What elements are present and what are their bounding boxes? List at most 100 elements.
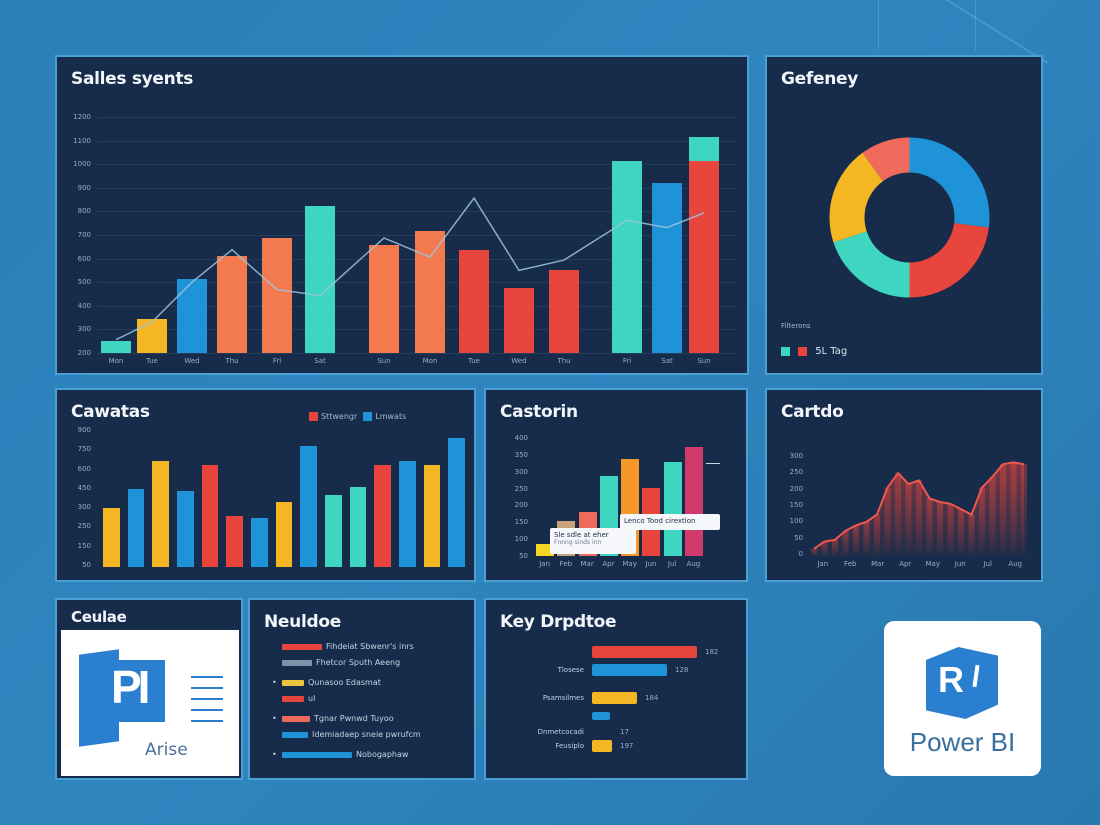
note-swatch xyxy=(282,731,308,738)
overview-panel[interactable]: Ceulae PI Arise xyxy=(55,598,243,780)
y-tick-label: 700 xyxy=(77,231,91,239)
note-item: • Nobogaphaw xyxy=(272,750,408,759)
x-tick-label: Mar xyxy=(871,560,885,568)
background-line xyxy=(878,0,879,50)
bullet: • xyxy=(272,750,277,759)
comparison-bar[interactable] xyxy=(349,486,367,567)
x-tick-label: Sun xyxy=(377,357,391,365)
donut-legend[interactable]: 5L Tag xyxy=(781,341,853,360)
sales-bar[interactable] xyxy=(369,245,399,353)
overview-card: PI Arise xyxy=(61,630,239,776)
sales-bar[interactable] xyxy=(305,205,335,353)
x-tick-label: Jan xyxy=(539,560,551,568)
comparison-bar[interactable] xyxy=(201,465,219,567)
sales-bar-cap[interactable] xyxy=(689,137,719,162)
panel-title: Neuldoe xyxy=(264,612,341,632)
power-bi-logo-letter: R xyxy=(938,659,964,700)
y-tick-label: 900 xyxy=(77,183,91,192)
y-tick-label: 300 xyxy=(789,452,803,460)
notes-panel[interactable]: Neuldoe Fihdeiat Sbwenr's inrs Fhetcor Sp… xyxy=(248,598,476,780)
castorin-bar[interactable] xyxy=(684,446,703,556)
power-bi-name: Power BI xyxy=(909,727,1016,757)
driver-bar[interactable] xyxy=(592,740,612,752)
legend-swatch-red xyxy=(798,347,808,356)
note-item: Idemiadaep sneie pwrufcm xyxy=(272,730,421,739)
comparison-bar[interactable] xyxy=(152,461,170,567)
note-item: • Qunasoo Edasmat xyxy=(272,678,381,687)
legend-label: 5L Tag xyxy=(815,346,848,357)
category-donut-panel[interactable]: Gefeney Filterons 5L Tag xyxy=(765,55,1043,375)
donut-segment[interactable] xyxy=(909,137,990,228)
sales-bar[interactable] xyxy=(415,230,445,353)
comparison-bar[interactable] xyxy=(448,437,466,567)
y-tick-label: 150 xyxy=(77,541,91,550)
comparison-bar[interactable] xyxy=(374,465,392,567)
y-tick-label: 300 xyxy=(77,325,91,334)
trend-area-chart[interactable] xyxy=(809,438,1029,556)
comparison-bar[interactable] xyxy=(275,502,293,567)
comparison-bar[interactable] xyxy=(177,490,194,567)
comparison-bar[interactable] xyxy=(325,494,342,567)
legend-swatch xyxy=(309,412,318,421)
y-tick-label: 900 xyxy=(77,426,91,434)
trend-area-panel[interactable]: Cartdo 300 250 200 150 100 50 0 Jan Feb Mar Apr Ma… xyxy=(765,388,1043,582)
sales-bar[interactable] xyxy=(652,183,682,353)
sales-bar[interactable] xyxy=(101,341,131,353)
castorin-bar[interactable] xyxy=(663,461,682,556)
x-tick-label: Sun xyxy=(697,357,711,365)
y-tick-label: 600 xyxy=(77,254,91,263)
note-text: Idemiadaep sneie pwrufcm xyxy=(312,730,421,739)
driver-bar[interactable] xyxy=(592,692,637,704)
castorin-panel[interactable]: Castorin 400 350 300 250 200 150 100 50 Lenco T… xyxy=(484,388,748,582)
comparison-bar[interactable] xyxy=(251,518,268,567)
sales-bar[interactable] xyxy=(504,288,534,353)
y-tick-label: 400 xyxy=(514,434,528,442)
comparison-bar[interactable] xyxy=(127,488,145,567)
x-tick-label: May xyxy=(622,560,637,568)
power-bi-logo-tile[interactable]: R Power BI xyxy=(884,621,1041,776)
sales-bar[interactable] xyxy=(549,270,579,353)
panel-title: Cawatas xyxy=(71,402,150,422)
sales-bar-chart[interactable] xyxy=(97,117,737,353)
sales-bar[interactable] xyxy=(137,319,167,353)
driver-value: 184 xyxy=(645,694,659,702)
donut-segment[interactable] xyxy=(862,137,910,182)
legend-label: Sttwengr xyxy=(321,412,358,421)
note-text: ul xyxy=(308,694,316,703)
comparison-bar-chart[interactable] xyxy=(97,430,467,567)
panel-title: Ceulae xyxy=(71,608,127,626)
target-marker xyxy=(706,463,720,464)
note-item: • Tgnar Pwnwd Tuyoo xyxy=(272,714,394,723)
sales-bar[interactable] xyxy=(612,161,642,353)
sales-bar[interactable] xyxy=(262,237,292,353)
driver-bar[interactable] xyxy=(592,712,610,720)
comparison-bar[interactable] xyxy=(226,516,244,567)
sales-trends-panel[interactable]: Salles syents 1200 1100 1000 900 800 700 600 50… xyxy=(55,55,749,375)
driver-bar[interactable] xyxy=(592,646,697,658)
key-drivers-panel[interactable]: Key Drpdtoe 182 Tlosese 128 Psamsilmes 184 Dn… xyxy=(484,598,748,780)
overview-caption: Arise xyxy=(145,740,188,760)
comparison-bar[interactable] xyxy=(300,445,318,567)
y-tick-label: 50 xyxy=(519,552,528,560)
sales-bar[interactable] xyxy=(689,137,719,353)
comparison-bar[interactable] xyxy=(103,508,120,567)
donut-segment[interactable] xyxy=(829,152,884,243)
sales-bar[interactable] xyxy=(217,255,247,353)
comparison-bar[interactable] xyxy=(423,465,441,567)
donut-chart[interactable] xyxy=(827,135,992,300)
x-tick-label: Jan xyxy=(817,560,829,568)
y-tick-label: 300 xyxy=(77,503,91,512)
gridline xyxy=(97,140,737,142)
comparison-panel[interactable]: Cawatas Sttwengr Lmwats 900 750 600 450 300 25… xyxy=(55,388,476,582)
donut-segment[interactable] xyxy=(833,231,910,298)
chart-legend[interactable]: Sttwengr Lmwats xyxy=(309,406,412,425)
donut-segment[interactable] xyxy=(909,223,989,298)
y-tick-label: 200 xyxy=(77,349,91,357)
driver-bar[interactable] xyxy=(592,664,667,676)
x-tick-label: Feb xyxy=(844,560,857,568)
bullet: • xyxy=(272,714,277,723)
comparison-bar[interactable] xyxy=(399,461,416,567)
castorin-bar[interactable] xyxy=(536,544,555,556)
sales-bar[interactable] xyxy=(459,249,489,353)
panel-title: Gefeney xyxy=(781,69,859,89)
